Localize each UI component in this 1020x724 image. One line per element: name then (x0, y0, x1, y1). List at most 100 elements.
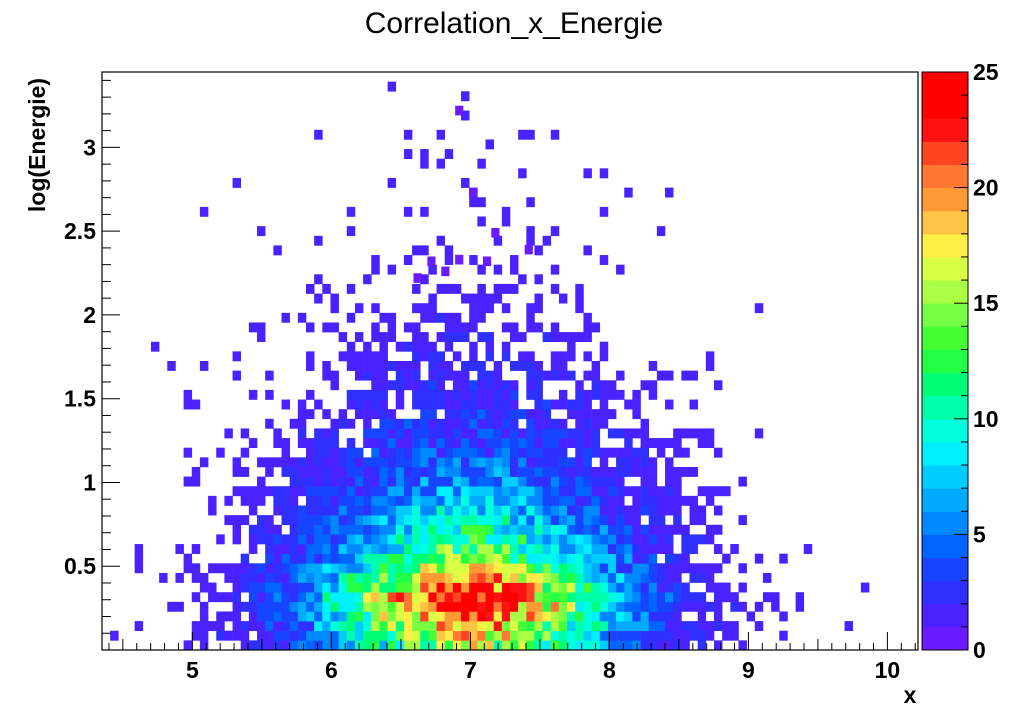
heatmap-cell (371, 255, 380, 265)
heatmap-cell (387, 476, 397, 487)
heatmap-cell (681, 524, 690, 535)
heatmap-cell (550, 515, 560, 526)
heatmap-cell (436, 312, 446, 323)
heatmap-cell (444, 621, 454, 632)
heatmap-cell (371, 447, 380, 458)
heatmap-cell (583, 553, 592, 564)
heatmap-cell (338, 418, 348, 429)
heatmap-cell (363, 428, 372, 439)
heatmap-cell (567, 438, 576, 448)
heatmap-cell (501, 601, 511, 612)
heatmap-cell (306, 457, 315, 468)
heatmap-cell (379, 534, 388, 545)
heatmap-cell (306, 572, 315, 583)
heatmap-cell (363, 592, 372, 603)
heatmap-cell (526, 351, 535, 362)
colorbar-segment (922, 580, 968, 605)
heatmap-cell (493, 630, 503, 641)
heatmap-cell (526, 457, 535, 468)
heatmap-cell (575, 486, 584, 497)
heatmap-cell (306, 361, 315, 371)
heatmap-cell (624, 505, 633, 516)
heatmap-cell (346, 640, 356, 651)
heatmap-cell (248, 486, 258, 497)
heatmap-cell (689, 544, 698, 554)
heatmap-cell (297, 438, 307, 448)
heatmap-cell (257, 640, 266, 651)
heatmap-cell (583, 351, 592, 362)
heatmap-cell (477, 264, 486, 275)
colorbar-segment (922, 626, 968, 651)
heatmap-cell (730, 544, 739, 554)
heatmap-cell (681, 370, 690, 381)
heatmap-cell (403, 534, 413, 545)
heatmap-cell (330, 457, 339, 468)
heatmap-cell (550, 332, 560, 343)
heatmap-cell (273, 534, 282, 545)
heatmap-cell (273, 438, 282, 448)
heatmap-cell (558, 361, 568, 371)
heatmap-cell (403, 447, 413, 458)
heatmap-cell (599, 505, 609, 516)
heatmap-cell (632, 582, 641, 593)
heatmap-cell (469, 322, 478, 333)
heatmap-cell (346, 226, 356, 237)
heatmap-cell (444, 255, 454, 265)
heatmap-cell (542, 553, 552, 564)
heatmap-cell (681, 428, 690, 439)
heatmap-cell (306, 495, 315, 506)
heatmap-cell (338, 563, 348, 574)
heatmap-cell (665, 553, 674, 564)
heatmap-cell (379, 351, 388, 362)
heatmap-cell (363, 389, 372, 400)
heatmap-cell (771, 592, 780, 603)
heatmap-cell (428, 534, 437, 545)
heatmap-cell (477, 476, 486, 487)
heatmap-cell (665, 572, 674, 583)
heatmap-cell (346, 630, 356, 641)
heatmap-cell (371, 361, 380, 371)
heatmap-cell (403, 524, 413, 535)
heatmap-cell (526, 226, 535, 237)
heatmap-cell (387, 466, 397, 477)
heatmap-cell (510, 361, 519, 371)
heatmap-cell (444, 418, 454, 429)
heatmap-cell (265, 389, 274, 400)
heatmap-cell (491, 228, 500, 238)
heatmap-cell (240, 428, 250, 439)
heatmap-cell (289, 611, 299, 622)
heatmap-cell (681, 592, 690, 603)
heatmap-cell (240, 466, 250, 477)
heatmap-cell (607, 534, 617, 545)
heatmap-cell (175, 601, 184, 612)
heatmap-cell (665, 438, 674, 448)
heatmap-cell (681, 582, 690, 593)
heatmap-cell (436, 380, 446, 391)
heatmap-cell (379, 611, 388, 622)
heatmap-cell (477, 486, 486, 497)
heatmap-cell (558, 438, 568, 448)
heatmap-cell (232, 611, 242, 622)
heatmap-cell (689, 495, 698, 506)
heatmap-cell (452, 621, 462, 632)
colorbar-segment (922, 465, 968, 489)
heatmap-cell (387, 312, 397, 323)
heatmap-cell (656, 534, 666, 545)
heatmap-cell (338, 544, 348, 554)
heatmap-cell (363, 274, 372, 285)
heatmap-cell (354, 601, 364, 612)
heatmap-cell (510, 515, 519, 526)
heatmap-cell (477, 553, 486, 564)
heatmap-cell (224, 592, 233, 603)
heatmap-cell (387, 611, 397, 622)
heatmap-cell (673, 611, 682, 622)
heatmap-cell (428, 428, 437, 439)
heatmap-cell (607, 476, 617, 487)
heatmap-cell (542, 534, 552, 545)
heatmap-cell (338, 572, 348, 583)
heatmap-cell (461, 592, 470, 603)
heatmap-cell (599, 486, 609, 497)
heatmap-cell (461, 322, 470, 333)
heatmap-cell (314, 447, 323, 458)
heatmap-cell (681, 640, 690, 651)
